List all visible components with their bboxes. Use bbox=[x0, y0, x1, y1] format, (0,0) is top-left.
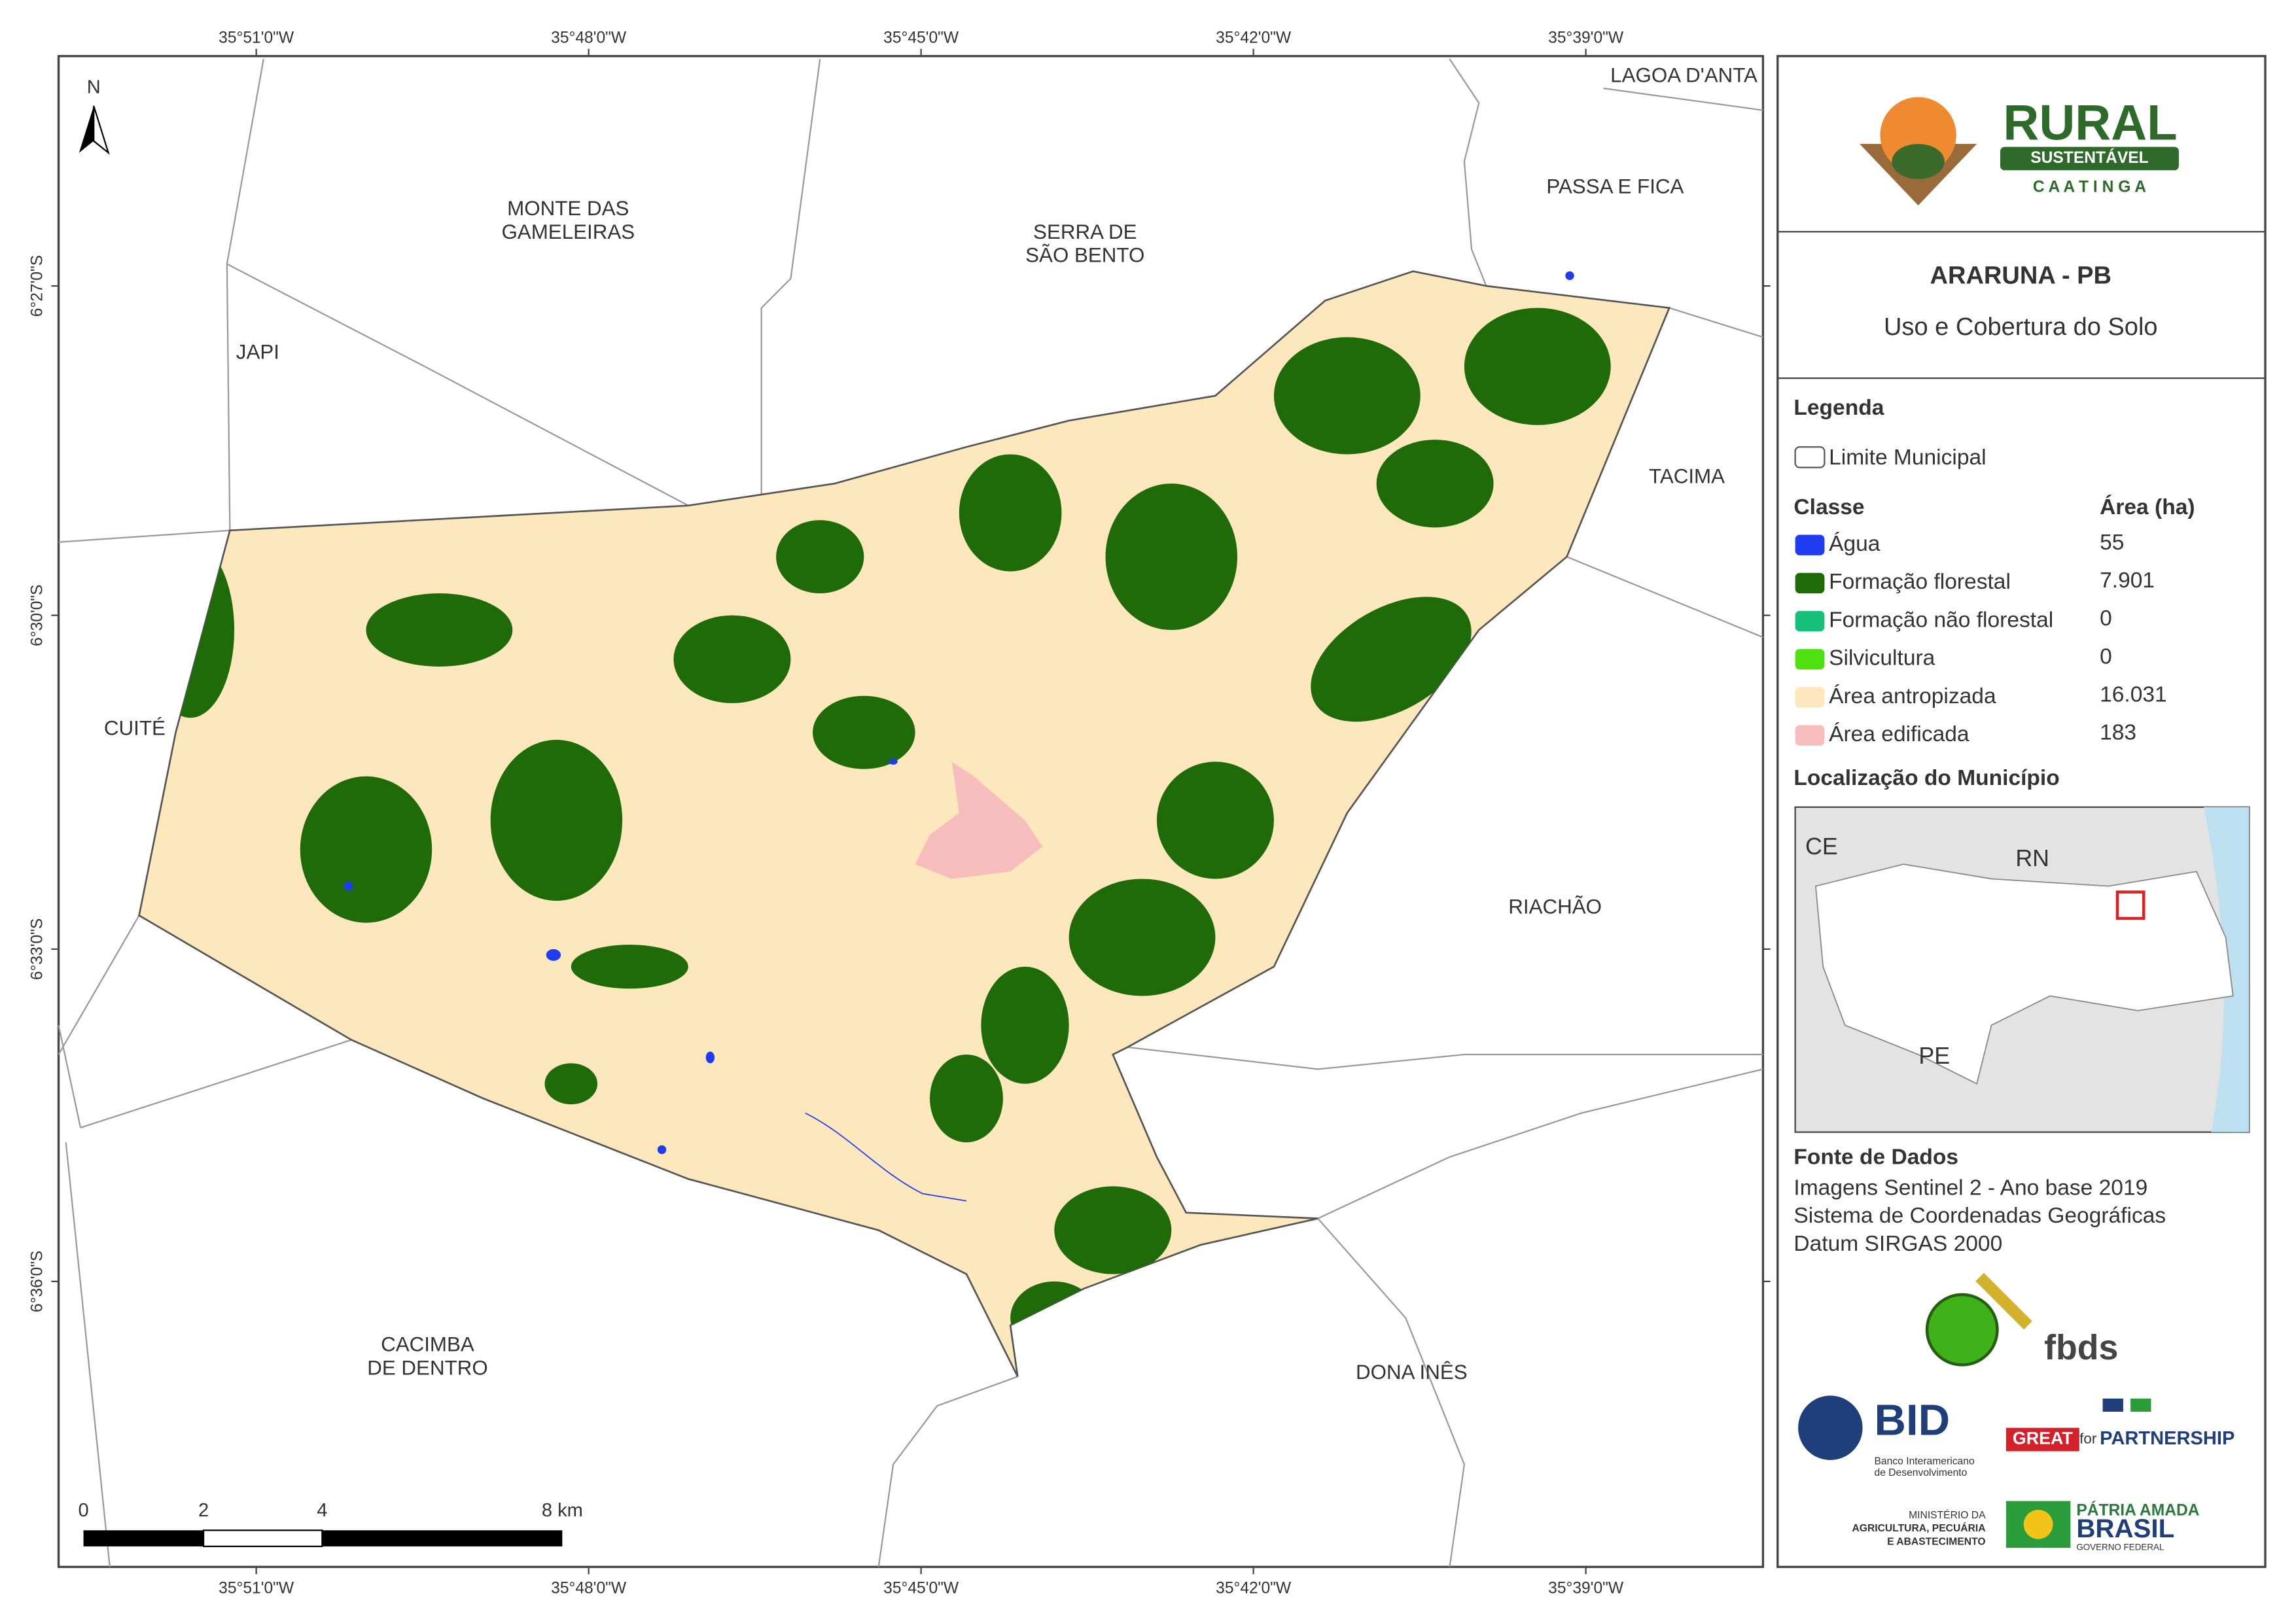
place-name: JAPI bbox=[236, 340, 279, 363]
sponsor-text: MINISTÉRIO DA bbox=[1909, 1509, 1986, 1521]
sponsor-text: Banco Interamericano bbox=[1874, 1456, 1974, 1467]
x-coord-label: 35°39'0"W bbox=[1548, 29, 1624, 46]
sponsor-text: GOVERNO FEDERAL bbox=[2076, 1543, 2164, 1552]
sponsor-text: AGRICULTURA, PECUÁRIA bbox=[1852, 1522, 1985, 1534]
place-name: CACIMBA bbox=[381, 1333, 474, 1356]
place-name: DONA INÊS bbox=[1356, 1361, 1468, 1384]
x-coord-label: 35°42'0"W bbox=[1216, 29, 1292, 46]
sponsor-text: BRASIL bbox=[2076, 1514, 2174, 1543]
scale-label: 2 bbox=[198, 1500, 209, 1521]
flags bbox=[2102, 1398, 2151, 1412]
sponsor-text: E ABASTECIMENTO bbox=[1887, 1536, 1986, 1547]
logo-text: SUSTENTÁVEL bbox=[2030, 148, 2149, 167]
legend-entry: Limite Municipal bbox=[1829, 445, 1987, 470]
x-coord-label: 35°45'0"W bbox=[883, 1579, 959, 1597]
sponsor-text: GREAT bbox=[2013, 1429, 2074, 1448]
y-coord-label: 6°27'0"S bbox=[29, 255, 46, 317]
scale-label: 8 km bbox=[542, 1500, 583, 1521]
place-name: TACIMA bbox=[1649, 465, 1725, 488]
logo-text: RURAL bbox=[2003, 95, 2177, 150]
legend-title: Legenda bbox=[1793, 396, 1884, 420]
state-label: CE bbox=[1805, 833, 1838, 860]
x-coord-label: 35°48'0"W bbox=[551, 1579, 627, 1597]
source-line: Imagens Sentinel 2 - Ano base 2019 bbox=[1793, 1176, 2147, 1200]
place-name: DE DENTRO bbox=[367, 1356, 487, 1379]
logo-text: C A A T I N G A bbox=[2033, 179, 2146, 196]
x-coord-label: 35°51'0"W bbox=[219, 29, 294, 46]
legend-area: 0 bbox=[2100, 606, 2112, 631]
place-name: SÃO BENTO bbox=[1025, 244, 1144, 267]
place-name: SERRA DE bbox=[1033, 220, 1137, 243]
legend-header: Área (ha) bbox=[2100, 495, 2195, 519]
place-name: PASSA E FICA bbox=[1546, 175, 1684, 198]
scale-label: 0 bbox=[78, 1500, 88, 1521]
urban-area bbox=[915, 761, 1043, 879]
legend-entry: Formação não florestal bbox=[1829, 608, 2053, 632]
x-coord-label: 35°51'0"W bbox=[219, 1579, 294, 1597]
sponsor-text: PÁTRIA AMADA bbox=[2076, 1501, 2199, 1520]
legend-swatch bbox=[1795, 725, 1825, 746]
legend-area: 183 bbox=[2100, 721, 2136, 745]
x-coord-label: 35°42'0"W bbox=[1216, 1579, 1292, 1597]
y-coord-label: 6°30'0"S bbox=[29, 584, 46, 646]
state-label: PE bbox=[1918, 1043, 1950, 1069]
location-title: Localização do Município bbox=[1793, 766, 2059, 790]
municipality bbox=[138, 270, 1671, 1377]
bid-logo bbox=[1798, 1395, 1863, 1460]
rural-logo bbox=[1860, 97, 2179, 206]
legend-entry: Água bbox=[1829, 532, 1881, 556]
panel-subtitle: Uso e Cobertura do Solo bbox=[1884, 313, 2158, 341]
forest-patches bbox=[146, 307, 1611, 1355]
sponsor-text: for bbox=[2079, 1430, 2097, 1446]
x-coord-label: 35°48'0"W bbox=[551, 29, 627, 46]
legend-entry: Área edificada bbox=[1829, 722, 1969, 746]
state-label: RN bbox=[2015, 845, 2049, 871]
legend-area: 55 bbox=[2100, 531, 2124, 555]
water-bodies bbox=[344, 271, 1574, 1155]
place-name: LAGOA D'ANTA bbox=[1610, 63, 1757, 86]
place-name: MONTE DAS bbox=[507, 197, 629, 220]
location-inset bbox=[1794, 806, 2250, 1133]
brasil-logo bbox=[2005, 1501, 2071, 1548]
legend-swatch bbox=[1795, 687, 1825, 708]
place-name: RIACHÃO bbox=[1508, 895, 1602, 918]
legend-swatch bbox=[1795, 610, 1825, 632]
sponsor-text: fbds bbox=[2044, 1328, 2118, 1367]
place-name: CUITÉ bbox=[104, 716, 166, 739]
y-coord-label: 6°33'0"S bbox=[29, 918, 46, 980]
stream bbox=[805, 1112, 967, 1202]
legend-entry: Silvicultura bbox=[1829, 646, 1935, 671]
y-coord-label: 6°36'0"S bbox=[29, 1251, 46, 1312]
sponsor-text: BID bbox=[1874, 1396, 1950, 1445]
source-line: Sistema de Coordenadas Geográficas bbox=[1793, 1204, 2166, 1228]
fbds-logo bbox=[1925, 1272, 2032, 1367]
place-name: GAMELEIRAS bbox=[501, 220, 635, 243]
scale-bar bbox=[83, 1529, 563, 1548]
source-line: Datum SIRGAS 2000 bbox=[1793, 1232, 2002, 1256]
north-label: N bbox=[87, 77, 101, 98]
scale-label: 4 bbox=[317, 1500, 327, 1521]
sponsor-text: PARTNERSHIP bbox=[2100, 1428, 2234, 1449]
legend-area: 7.901 bbox=[2100, 568, 2155, 593]
neighbor-boundaries bbox=[58, 58, 1763, 1567]
panel-title: ARARUNA - PB bbox=[1930, 262, 2111, 290]
legend-area: 0 bbox=[2100, 644, 2112, 669]
legend-entry: Área antropizada bbox=[1829, 684, 1996, 708]
x-coord-label: 35°39'0"W bbox=[1548, 1579, 1624, 1597]
sponsor-text: de Desenvolvimento bbox=[1874, 1467, 1967, 1478]
legend-swatch bbox=[1795, 572, 1825, 594]
legend-area: 16.031 bbox=[2100, 683, 2167, 707]
great-badge bbox=[2005, 1427, 2079, 1452]
source-title: Fonte de Dados bbox=[1793, 1145, 1958, 1170]
legend-header: Classe bbox=[1793, 495, 1864, 519]
legend-swatch bbox=[1795, 534, 1825, 555]
x-coord-label: 35°45'0"W bbox=[883, 29, 959, 46]
legend-entry: Formação florestal bbox=[1829, 570, 2011, 594]
boundary-swatch bbox=[1794, 446, 1826, 468]
legend-swatch bbox=[1795, 649, 1825, 670]
